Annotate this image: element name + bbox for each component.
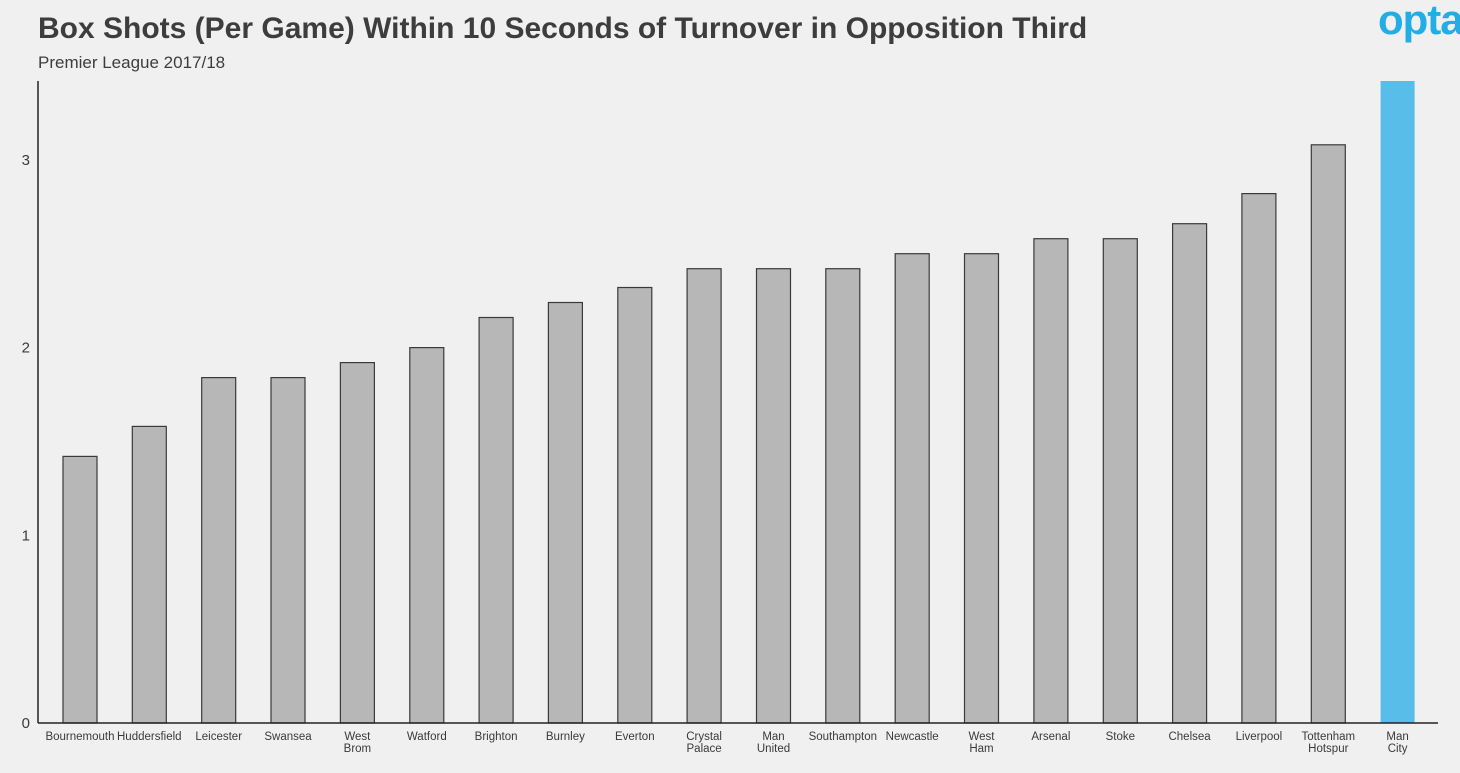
- bar-brighton: [478, 316, 514, 724]
- bar-watford: [409, 347, 445, 724]
- bar-arsenal: [1033, 238, 1069, 724]
- bar-west-brom: [339, 362, 375, 724]
- x-category-label: Huddersfield: [117, 731, 182, 743]
- x-category-label: Tottenham Hotspur: [1301, 731, 1355, 755]
- bar-stoke: [1102, 238, 1138, 724]
- bar-huddersfield: [131, 425, 167, 724]
- bar-burnley: [547, 301, 584, 724]
- x-category-label: Arsenal: [1031, 731, 1070, 743]
- x-category-label: Chelsea: [1168, 731, 1211, 743]
- x-category-label: Southampton: [809, 731, 877, 743]
- bar-bournemouth: [62, 455, 98, 724]
- bar-swansea: [270, 377, 306, 724]
- x-category-label: Leicester: [195, 731, 242, 743]
- x-category-label: Man City: [1386, 731, 1408, 755]
- bar-crystal-palace: [686, 268, 722, 724]
- bar-leicester: [201, 377, 237, 724]
- chart-subtitle: Premier League 2017/18: [38, 53, 226, 72]
- x-category-label: Swansea: [264, 731, 312, 743]
- y-tick-label: 2: [22, 340, 30, 357]
- bar-man-city: [1380, 81, 1415, 723]
- y-tick-label: 0: [22, 715, 30, 732]
- bar-tottenham-hotspur: [1310, 144, 1346, 724]
- x-category-label: Man United: [757, 731, 790, 755]
- bar-everton: [617, 286, 653, 724]
- x-category-label: Everton: [615, 731, 655, 743]
- bar-chelsea: [1171, 223, 1208, 724]
- x-category-label: Burnley: [546, 731, 585, 743]
- x-category-label: West Ham: [969, 731, 996, 755]
- x-category-label: Bournemouth: [45, 731, 114, 743]
- bar-southampton: [825, 268, 861, 724]
- x-category-label: Crystal Palace: [686, 731, 722, 755]
- x-category-label: West Brom: [344, 731, 372, 755]
- chart-title: Box Shots (Per Game) Within 10 Seconds o…: [38, 12, 1088, 45]
- x-category-label: Newcastle: [886, 731, 939, 743]
- x-category-label: Brighton: [475, 731, 518, 743]
- bar-west-ham: [963, 253, 1000, 724]
- bar-newcastle: [894, 253, 930, 724]
- x-category-label: Watford: [407, 731, 447, 743]
- y-tick-label: 1: [22, 527, 30, 544]
- opta-logo: opta: [1378, 0, 1460, 43]
- x-category-label: Stoke: [1106, 731, 1135, 743]
- bar-liverpool: [1241, 193, 1277, 724]
- x-category-label: Liverpool: [1236, 731, 1283, 743]
- bar-man-united: [755, 268, 792, 724]
- y-tick-label: 3: [22, 152, 30, 169]
